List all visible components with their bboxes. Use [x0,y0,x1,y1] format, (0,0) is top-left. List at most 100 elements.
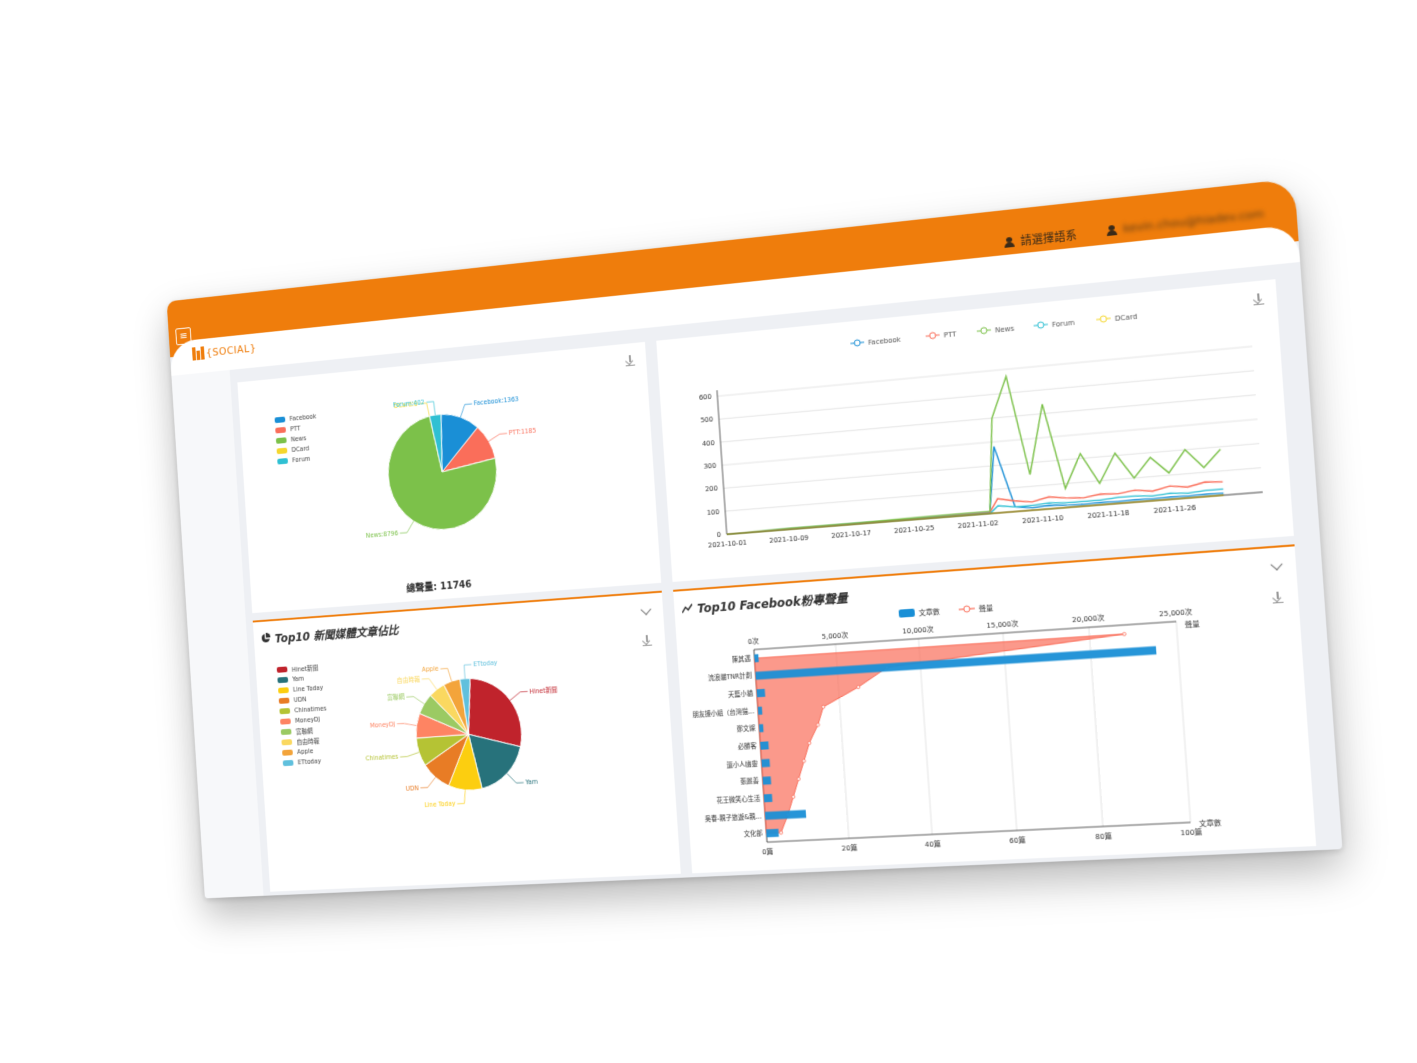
brand-name: {SOCIAL} [206,341,257,358]
x-tick-label: 2021-10-25 [894,524,935,535]
logo[interactable]: {SOCIAL} [192,341,257,361]
top-axis-name: 聲量 [1185,619,1200,629]
count-bar [758,707,763,715]
x-tick-label: 2021-11-18 [1087,509,1130,521]
voice-point [792,795,795,798]
top-tick-label: 10,000次 [902,624,934,635]
slice-label-line [422,678,437,690]
bottom-tick-label: 20篇 [841,843,857,853]
media-pie-card: Top10 新聞媒體文章佔比 Hinet新聞 Yam Line Today UDN Ch… [253,591,681,892]
count-bar [754,654,759,662]
legend-label: PTT [943,330,957,339]
count-bar [757,689,766,697]
legend-swatch [899,609,915,618]
voice-point [857,685,860,688]
voice-point [1122,632,1126,636]
dashboard-window: ≡ 請選擇語系 kevin.chou@hiadev.com {SOCIAL} F… [167,178,1343,898]
grid-line [717,346,1252,396]
legend-marker [1100,316,1107,323]
top-tick-label: 5,000次 [821,630,848,641]
legend-label: DCard [1115,312,1138,323]
category-label: 張麗善 [740,776,760,786]
y-tick-label: 600 [699,393,712,402]
slice-label: Forum:402 [393,398,425,409]
count-bar [759,724,764,732]
fb-bar-card: Top10 Facebook粉專聲量 文章數 聲量 0次 5,000次 10,000次 1… [673,544,1316,873]
voice-point [802,759,805,762]
category-label: 文化部 [743,828,763,838]
bottom-tick-label: 80篇 [1095,831,1112,841]
voice-point [808,741,811,744]
x-axis [727,492,1263,534]
count-bar [766,829,779,838]
y-tick-label: 500 [700,416,713,425]
slice-label: PTT:1185 [509,427,537,437]
y-tick-label: 200 [705,485,718,494]
slice-label-line [399,521,414,533]
x-tick-label: 2021-11-10 [1022,514,1064,525]
x-tick-label: 2021-11-26 [1153,504,1196,516]
channel-pie-card: Facebook PTT News DCard Forum Facebook:1363 P… [237,342,661,613]
slice-label: Yam [524,778,538,787]
grid-line [719,371,1254,420]
user-icon [1004,237,1015,248]
x-tick-label: 2021-10-09 [769,534,809,545]
legend-label: News [995,324,1015,334]
language-label: 請選擇語系 [1020,227,1077,249]
top-tick-label: 20,000次 [1072,613,1105,625]
voice-point [779,831,782,834]
slice-label-line [400,752,419,757]
count-bar [764,794,773,802]
grid-line [1176,622,1190,823]
slice-label: Line Today [424,800,456,809]
top-tick-label: 25,000次 [1159,607,1193,619]
slice-label-line [406,696,424,705]
user-icon [1106,224,1117,235]
legend-marker [964,606,970,612]
slice-label: 自由時報 [396,674,420,684]
category-label: 吳春-親子旅遊&親... [704,811,761,823]
fb-bar-chart: 文章數 聲量0次5,000次10,000次15,000次20,000次25,000… [673,546,1316,873]
voice-point [816,723,819,726]
bottom-tick-label: 60篇 [1009,835,1026,845]
y-tick-label: 300 [703,462,716,471]
category-label: 流浪貓TNR計劃 [708,671,752,683]
logo-mark-icon [192,346,205,360]
category-label: 鄭文燦 [736,723,756,733]
y-tick-label: 400 [702,439,715,448]
media-pie-chart: Hinet新聞YamLine TodayUDNChinatimesMoneyDJ… [253,593,681,892]
slice-label-line [397,723,417,727]
slice-label: News:8796 [366,529,399,539]
x-tick-label: 2021-10-17 [831,529,871,540]
slice-label: 富聯網 [387,692,405,702]
slice-label: Hinet新聞 [529,685,558,696]
voice-point [822,705,825,708]
y-tick-label: 0 [717,531,722,539]
category-label: 朋友援小組（台灣猫... [692,706,754,719]
slice-label-line [420,777,436,788]
slice-label-line [510,691,528,700]
slice-label: ETtoday [473,659,498,668]
top-tick-label: 0次 [748,636,760,646]
slice-label: Chinatimes [365,753,399,763]
trend-line-chart: Facebook PTT News Forum DCard 0 100 200 300 400 50… [656,281,1293,582]
slice-label-line [440,668,451,682]
legend-label: Facebook [868,336,901,347]
slice-label-line [507,773,524,784]
legend-marker [981,327,987,334]
voice-point [797,777,800,780]
category-label: 花王微笑心生活 [716,793,761,804]
trend-line-card: Facebook PTT News Forum DCard 0 100 200 300 400 50… [656,279,1294,582]
slice-label-line [488,433,507,441]
bottom-axis [767,822,1190,842]
channel-pie-chart: Facebook:1363PTT:1185News:8796DCard:0For… [237,344,661,613]
slice-label-line [460,404,473,417]
category-label: 還小人幽靈 [726,758,758,769]
grid-line [721,395,1256,442]
legend-label: Forum [1052,319,1076,330]
legend-marker [1037,322,1044,329]
language-selector[interactable]: 請選擇語系 [1004,227,1078,251]
count-bar [763,776,772,784]
x-tick-label: 2021-10-01 [708,539,747,550]
